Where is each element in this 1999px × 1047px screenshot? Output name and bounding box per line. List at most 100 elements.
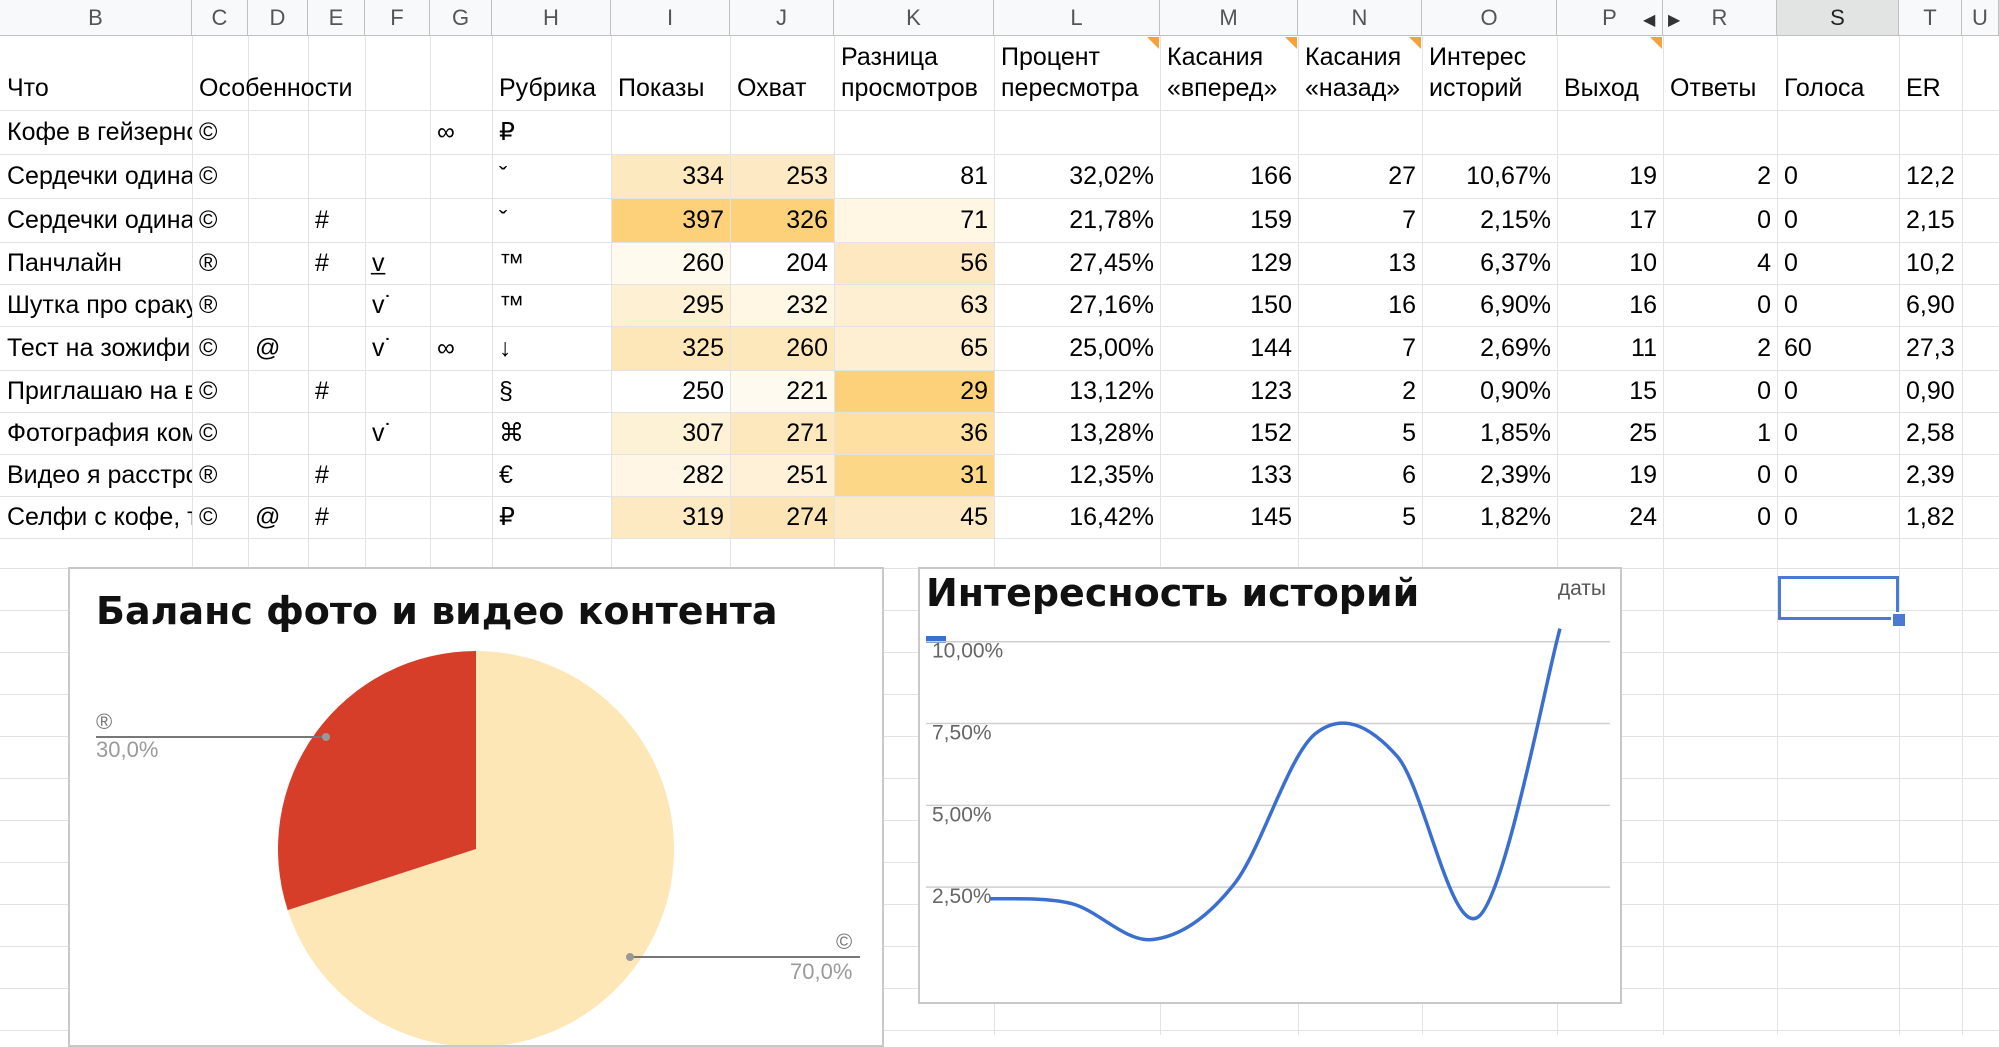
cell-p-row-7[interactable]: 15 <box>1629 376 1657 405</box>
cell-s-row-8[interactable]: 0 <box>1784 418 1798 447</box>
cell-h-row-5[interactable]: ™ <box>499 290 524 319</box>
cell-j-row-6[interactable]: 260 <box>731 327 834 370</box>
cell-k-row-4[interactable]: 56 <box>835 243 994 284</box>
cell-d-row-1[interactable] <box>249 111 308 154</box>
cell-h-row-8[interactable]: ⌘ <box>499 418 524 447</box>
cell-p-row-2[interactable]: 19 <box>1629 161 1657 190</box>
cell-e-row-8[interactable] <box>309 413 365 454</box>
cell-p-row-10[interactable]: 24 <box>1629 502 1657 531</box>
comment-indicator[interactable] <box>1147 37 1159 49</box>
column-header-h[interactable]: H <box>492 0 611 36</box>
cell-n-row-9[interactable]: 6 <box>1402 460 1416 489</box>
column-header-g[interactable]: G <box>430 0 492 36</box>
cell-i-row-9[interactable]: 282 <box>612 455 730 496</box>
cell-what-row-3[interactable]: Сердечки одина <box>7 205 192 234</box>
cell-n-row-1[interactable] <box>1299 111 1422 154</box>
cell-s-row-7[interactable]: 0 <box>1784 376 1798 405</box>
cell-c-row-3[interactable]: © <box>199 205 218 234</box>
column-header-b[interactable]: B <box>0 0 192 36</box>
cell-i-row-3[interactable]: 397 <box>612 199 730 242</box>
cell-r-row-6[interactable]: 2 <box>1757 333 1771 362</box>
cell-r-row-10[interactable]: 0 <box>1757 502 1771 531</box>
cell-j-row-1[interactable] <box>731 111 834 154</box>
cell-h-row-9[interactable]: € <box>499 460 513 489</box>
cell-j-row-9[interactable]: 251 <box>731 455 834 496</box>
cell-e-row-5[interactable] <box>309 285 365 326</box>
cell-m-row-7[interactable]: 123 <box>1250 376 1292 405</box>
cell-s-row-10[interactable]: 0 <box>1784 502 1798 531</box>
cell-p-row-5[interactable]: 16 <box>1629 290 1657 319</box>
cell-e-row-3[interactable]: # <box>315 205 329 234</box>
cell-c-row-2[interactable]: © <box>199 161 218 190</box>
cell-n-row-7[interactable]: 2 <box>1402 376 1416 405</box>
cell-k-row-1[interactable] <box>835 111 994 154</box>
cell-t-row-4[interactable]: 10,2 <box>1906 248 1955 277</box>
cell-p-row-8[interactable]: 25 <box>1629 418 1657 447</box>
cell-t-row-7[interactable]: 0,90 <box>1906 376 1955 405</box>
cell-j-row-7[interactable]: 221 <box>731 371 834 412</box>
column-header-l[interactable]: L <box>994 0 1160 36</box>
column-header-i[interactable]: I <box>611 0 730 36</box>
column-header-j[interactable]: J <box>730 0 834 36</box>
cell-i-row-10[interactable]: 319 <box>612 497 730 538</box>
cell-e-row-1[interactable] <box>309 111 365 154</box>
cell-g-row-4[interactable] <box>431 243 492 284</box>
cell-g-row-8[interactable] <box>431 413 492 454</box>
cell-m-row-4[interactable]: 129 <box>1250 248 1292 277</box>
cell-s-row-2[interactable]: 0 <box>1784 161 1798 190</box>
cell-o-row-8[interactable]: 1,85% <box>1480 418 1551 447</box>
cell-d-row-9[interactable] <box>249 455 308 496</box>
cell-d-row-6[interactable]: @ <box>255 333 281 362</box>
cell-what-row-10[interactable]: Селфи с кофе, т <box>7 502 192 531</box>
cell-r-row-5[interactable]: 0 <box>1757 290 1771 319</box>
cell-o-row-2[interactable]: 10,67% <box>1466 161 1551 190</box>
cell-l-row-3[interactable]: 21,78% <box>1069 205 1154 234</box>
cell-r-row-1[interactable] <box>1664 111 1777 154</box>
comment-indicator[interactable] <box>1409 37 1421 49</box>
column-header-t[interactable]: T <box>1899 0 1962 36</box>
cell-p-row-9[interactable]: 19 <box>1629 460 1657 489</box>
header-cell-reach[interactable]: Охват <box>737 74 807 102</box>
scroll-right-icon[interactable]: ▶ <box>1668 12 1681 29</box>
cell-h-row-6[interactable]: ↓ <box>499 333 512 362</box>
cell-l-row-9[interactable]: 12,35% <box>1069 460 1154 489</box>
header-cell-views-diff[interactable]: Разница просмотров <box>841 43 978 102</box>
header-cell-taps-forward[interactable]: Касания «вперед» <box>1167 43 1278 102</box>
cell-t-row-9[interactable]: 2,39 <box>1906 460 1955 489</box>
cell-c-row-6[interactable]: © <box>199 333 218 362</box>
cell-n-row-5[interactable]: 16 <box>1388 290 1416 319</box>
cell-l-row-5[interactable]: 27,16% <box>1069 290 1154 319</box>
cell-o-row-6[interactable]: 2,69% <box>1480 333 1551 362</box>
cell-d-row-4[interactable] <box>249 243 308 284</box>
column-header-e[interactable]: E <box>308 0 365 36</box>
line-chart[interactable]: Интересность историй даты 10,00% 7,50% 5,0… <box>918 567 1622 1004</box>
cell-s-row-6[interactable]: 60 <box>1784 333 1812 362</box>
column-header-p[interactable]: P <box>1557 0 1663 36</box>
column-header-k[interactable]: K <box>834 0 994 36</box>
cell-f-row-3[interactable] <box>366 199 430 242</box>
cell-what-row-2[interactable]: Сердечки одина <box>7 161 192 190</box>
column-header-d[interactable]: D <box>248 0 308 36</box>
cell-k-row-5[interactable]: 63 <box>835 285 994 326</box>
scroll-left-icon[interactable]: ◀ <box>1643 12 1656 29</box>
header-cell-rubric[interactable]: Рубрика <box>499 74 597 102</box>
cell-what-row-1[interactable]: Кофе в гейзерно <box>7 117 192 146</box>
column-header-m[interactable]: M <box>1160 0 1298 36</box>
cell-r-row-2[interactable]: 2 <box>1757 161 1771 190</box>
cell-j-row-4[interactable]: 204 <box>731 243 834 284</box>
cell-m-row-9[interactable]: 133 <box>1250 460 1292 489</box>
cell-d-row-7[interactable] <box>249 371 308 412</box>
cell-d-row-8[interactable] <box>249 413 308 454</box>
cell-e-row-4[interactable]: # <box>315 248 329 277</box>
cell-o-row-9[interactable]: 2,39% <box>1480 460 1551 489</box>
cell-o-row-3[interactable]: 2,15% <box>1480 205 1551 234</box>
cell-c-row-9[interactable]: ® <box>199 460 218 489</box>
cell-i-row-4[interactable]: 260 <box>612 243 730 284</box>
cell-d-row-5[interactable] <box>249 285 308 326</box>
header-cell-rewatch-pct[interactable]: Процент пересмотра <box>1001 43 1139 102</box>
cell-f-row-10[interactable] <box>366 497 430 538</box>
cell-what-row-8[interactable]: Фотография ком <box>7 418 192 447</box>
cell-l-row-10[interactable]: 16,42% <box>1069 502 1154 531</box>
cell-t-row-5[interactable]: 6,90 <box>1906 290 1955 319</box>
